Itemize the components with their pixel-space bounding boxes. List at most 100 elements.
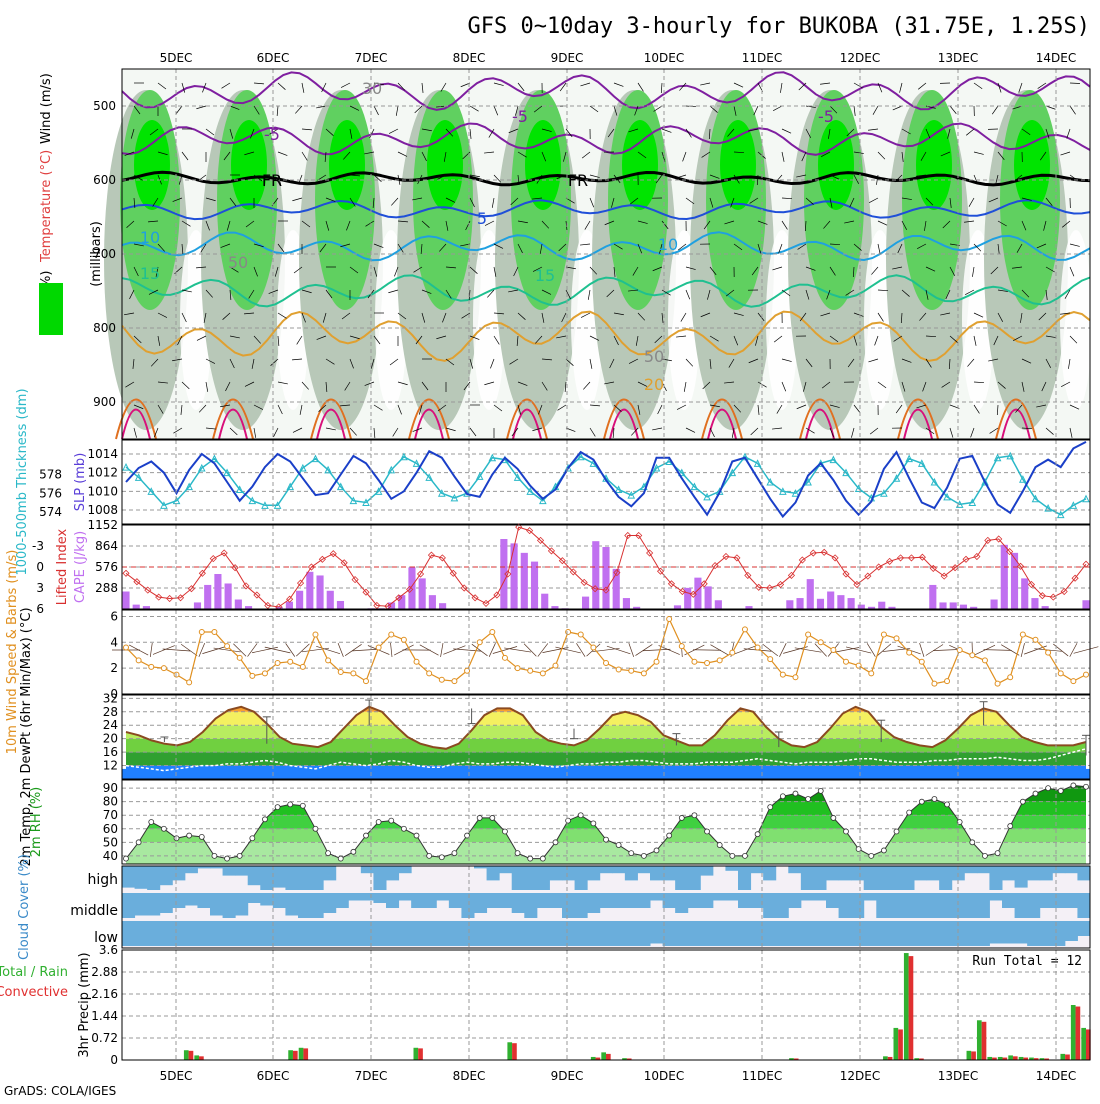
cloud-low-bar [172, 921, 185, 946]
wind-ylabel: 10m Wind Speed & Barbs (m/s) [5, 550, 20, 755]
cloud-middle-bar [1002, 893, 1015, 908]
contour-label-2: -5 [512, 107, 528, 126]
cloud-low-bar [851, 921, 864, 946]
rh-point [730, 853, 735, 858]
rh-point [540, 856, 545, 861]
wind-speed-point [288, 659, 293, 664]
cloud-low-bar [474, 921, 487, 946]
contour-label-12: 50 [644, 347, 664, 366]
rh-column-core [818, 120, 854, 210]
cloud-low-bar [876, 921, 889, 946]
cloud-low-bar [587, 921, 600, 946]
wind-tick-4: 4 [110, 635, 118, 649]
top-date-tick-5DEC: 5DEC [160, 51, 193, 65]
rh-point [818, 788, 823, 793]
cloud-high-bar [939, 866, 952, 890]
bottom-date-tick-14DEC: 14DEC [1036, 1069, 1076, 1083]
wind-speed-point [389, 632, 394, 637]
cloud-high-bar [612, 866, 625, 873]
rh-point [515, 851, 520, 856]
wind-speed-point [566, 629, 571, 634]
thickness-tick-578: 578 [39, 468, 62, 482]
precip-convective-bar [189, 1051, 194, 1060]
cloud-middle-bar [487, 893, 500, 908]
cape-bar [592, 541, 599, 609]
cloud-high-bar [650, 866, 663, 880]
cloud-middle-bar [399, 893, 412, 901]
wind-speed-point [793, 675, 798, 680]
cloud-middle-bar [612, 893, 625, 908]
precip-convective-bar [898, 1029, 903, 1060]
rh-point [717, 843, 722, 848]
pressure-tick-900: 900 [93, 395, 116, 409]
rh-point [326, 851, 331, 856]
rh-point [212, 853, 217, 858]
cape-bar [1082, 600, 1089, 609]
cape-bar [1021, 578, 1028, 609]
cape-bar [225, 583, 232, 609]
wind-speed-point [932, 681, 937, 686]
cape-bar [194, 602, 201, 609]
cloud-high-bar [688, 866, 701, 890]
wind-speed-point [1020, 632, 1025, 637]
wind-speed-point [1058, 671, 1063, 676]
cloud-low-bar [600, 921, 613, 946]
cape-bar [306, 572, 313, 609]
cloud-middle-bar [122, 893, 135, 918]
wind-speed-point [679, 644, 684, 649]
wind-speed-point [907, 650, 912, 655]
cloud-middle-bar [801, 893, 814, 901]
cape-bar [429, 595, 436, 609]
cloud-low-bar [939, 921, 952, 946]
cape-bar [500, 539, 507, 609]
rh-point [149, 820, 154, 825]
cloud-high-bar [399, 866, 412, 873]
cloud-high-bar [248, 866, 261, 885]
precip-total-bar [507, 1042, 512, 1060]
cloud-high-bar [1015, 866, 1028, 888]
pressure-tick-800: 800 [93, 321, 116, 335]
cloud-low-bar [1027, 921, 1040, 946]
cape-bar [674, 605, 681, 609]
bottom-date-tick-12DEC: 12DEC [840, 1069, 880, 1083]
temp-tick-32: 32 [103, 691, 118, 705]
cape-bar [439, 603, 446, 609]
cloud-middle-bar [248, 893, 261, 903]
cloud-middle-bar [285, 893, 298, 916]
cloud-middle-bar [424, 893, 437, 908]
cloud-middle-bar [989, 893, 1002, 901]
cloud-middle-bar [373, 893, 386, 903]
cape-bar [960, 605, 967, 609]
cape-bar [531, 562, 538, 609]
wind-speed-point [844, 659, 849, 664]
cloud-middle-bar [688, 893, 701, 908]
wind-speed-point [667, 617, 672, 622]
rh-point [199, 834, 204, 839]
wind-speed-point [338, 670, 343, 675]
wind-speed-point [250, 673, 255, 678]
wind-speed-point [692, 659, 697, 664]
precip-convective-bar [1065, 1055, 1070, 1061]
contour-label-3: -5 [818, 107, 834, 126]
rh-point [869, 853, 874, 858]
cloud-middle-bar [851, 893, 864, 918]
cloud-low-bar [562, 921, 575, 946]
temp-tick-24: 24 [103, 718, 118, 732]
precip-tick-5: 3.6 [99, 943, 118, 957]
cloud-low-bar [373, 921, 386, 946]
rh-point [187, 833, 192, 838]
cloud-middle-bar [663, 893, 676, 908]
cape-bar [807, 579, 814, 609]
rh-point [275, 805, 280, 810]
cloud-middle-bar [637, 893, 650, 908]
cloud-low-bar [813, 921, 826, 946]
contour-label-13: 20 [644, 375, 664, 394]
rh-column-core [720, 120, 756, 210]
rh-column-core [427, 120, 463, 210]
cloud-middle-bar [449, 893, 462, 908]
cloud-high-bar [524, 866, 537, 890]
cloud-middle-bar [713, 893, 726, 901]
wind-speed-point [768, 657, 773, 662]
cloud-middle-bar [839, 893, 852, 918]
